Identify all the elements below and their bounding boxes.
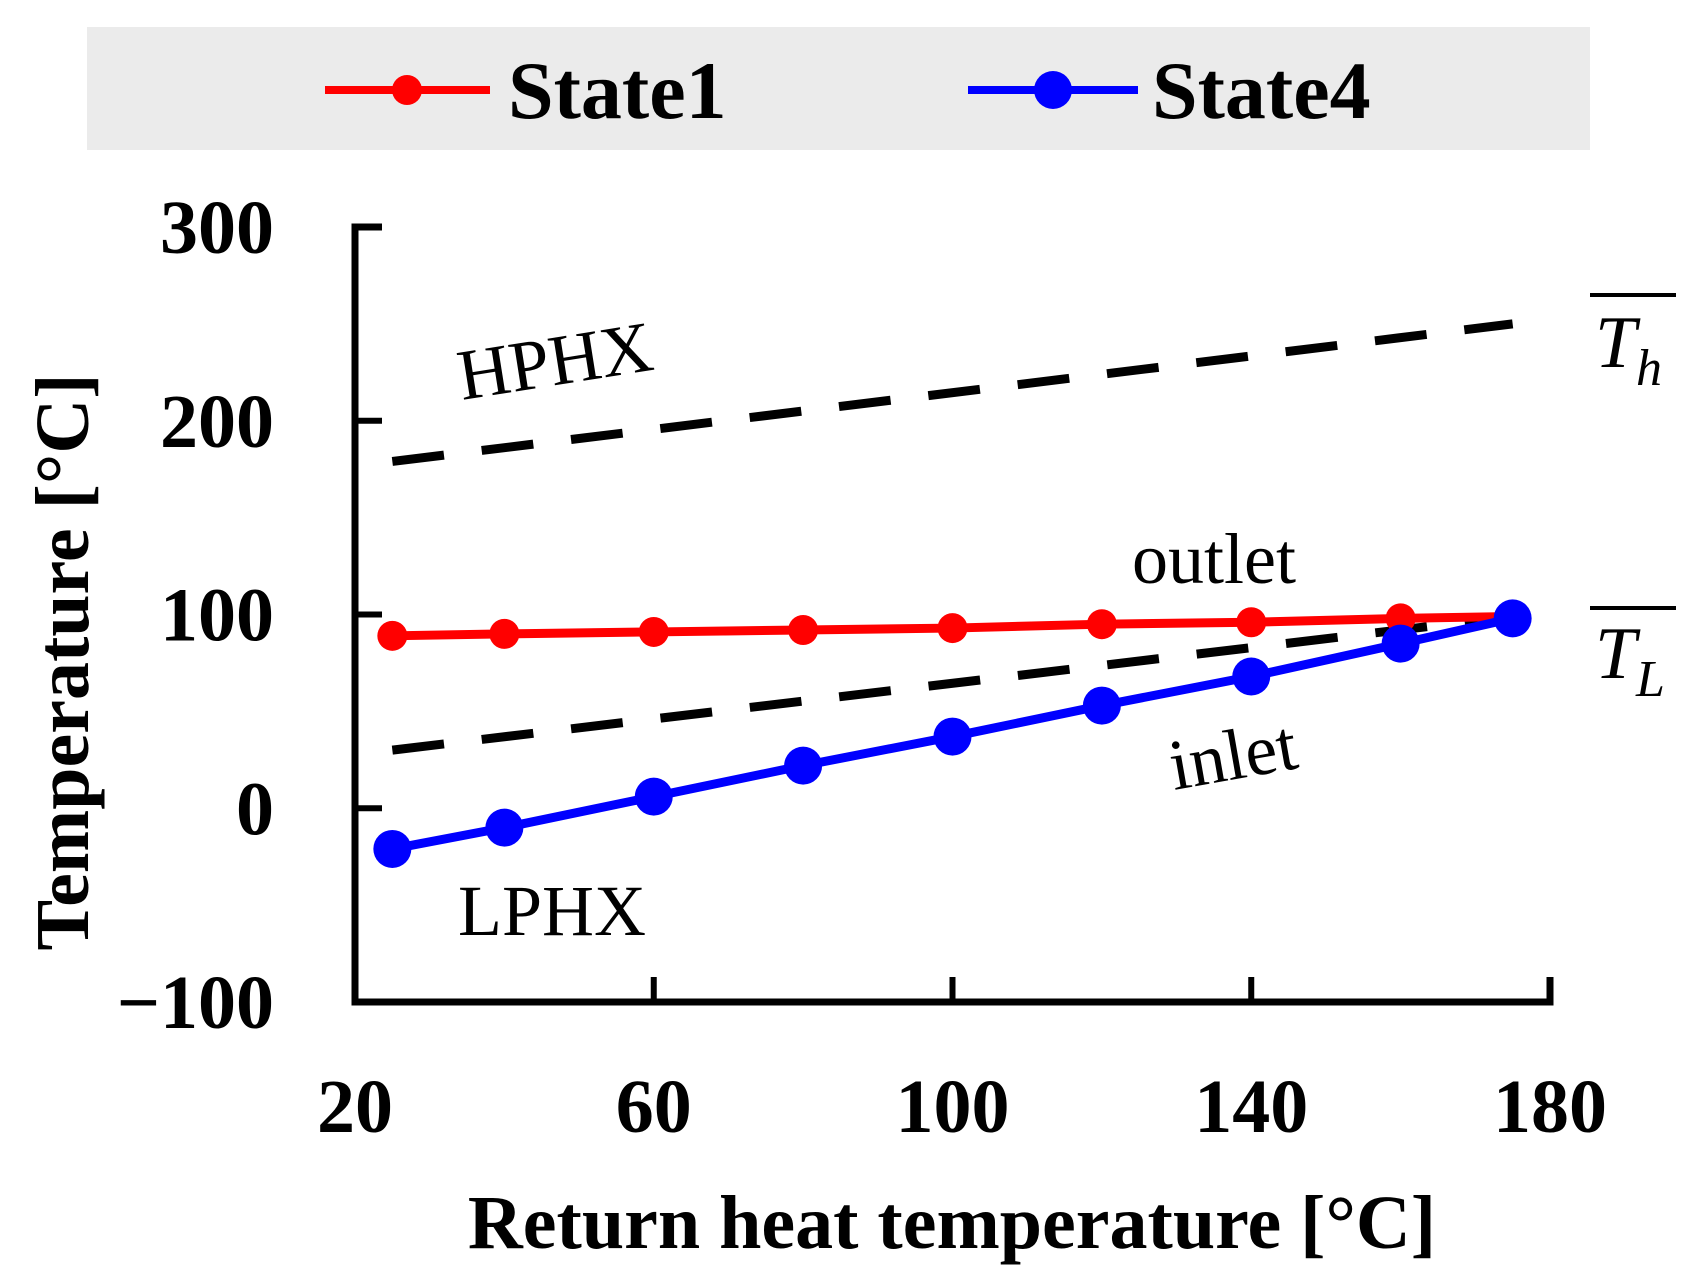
series-State4: [373, 599, 1532, 868]
y-axis-title: Temperature [°C]: [21, 373, 105, 950]
data-point-State4: [373, 829, 412, 868]
x-tick-label: 60: [616, 1065, 692, 1149]
data-point-State4: [485, 808, 524, 847]
axes: −100 0 100 200 300 20 60 100 140 180: [117, 186, 1607, 1149]
y-tick-label: −100: [117, 961, 274, 1045]
data-point-State1: [638, 616, 669, 647]
hphx-annotation: HPHX: [452, 306, 658, 416]
y-tick-label: 300: [160, 186, 274, 270]
legend: State1 State4: [87, 27, 1590, 150]
y-tick-label: 0: [236, 767, 274, 851]
data-point-State1: [788, 615, 819, 645]
th-bar-label: T h: [1590, 293, 1676, 397]
x-tick-label: 100: [896, 1065, 1010, 1149]
x-tick-label: 20: [317, 1065, 393, 1149]
x-ticks: [650, 977, 1255, 1002]
data-point-State4: [1232, 657, 1271, 696]
tl-symbol: T: [1595, 613, 1641, 695]
reference-line-TL_bar: [391, 611, 1514, 755]
data-point-State4: [933, 717, 972, 756]
y-tick-labels: −100 0 100 200 300: [117, 186, 274, 1045]
th-subscript: h: [1636, 340, 1662, 397]
reference-line-Th_bar: [391, 319, 1514, 466]
data-point-State1: [489, 618, 520, 649]
th-symbol: T: [1595, 302, 1641, 384]
axes-frame: [351, 223, 1554, 1006]
tl-subscript: L: [1635, 651, 1665, 708]
y-ticks: [355, 417, 382, 812]
x-tick-labels: 20 60 100 140 180: [317, 1065, 1607, 1149]
data-point-State4: [1493, 599, 1532, 638]
data-point-State1: [1086, 609, 1117, 640]
x-tick-label: 180: [1493, 1065, 1607, 1149]
series-layer: [373, 599, 1532, 868]
data-point-State4: [1082, 686, 1121, 725]
reference-lines: [391, 319, 1514, 755]
data-point-State4: [784, 746, 823, 785]
y-tick-label: 100: [160, 574, 274, 658]
inlet-annotation: inlet: [1163, 705, 1303, 806]
x-tick-label: 140: [1194, 1065, 1308, 1149]
legend-state1-label: State1: [508, 45, 727, 136]
x-axis-title: Return heat temperature [°C]: [468, 1181, 1436, 1265]
lphx-annotation: LPHX: [458, 871, 646, 951]
legend-state1-marker: [392, 75, 422, 105]
data-point-State1: [1236, 607, 1267, 638]
outlet-annotation: outlet: [1132, 519, 1296, 599]
legend-state4-marker: [1034, 71, 1072, 109]
series-State1: [377, 601, 1528, 651]
data-point-State1: [1385, 603, 1416, 634]
data-point-State1: [937, 613, 968, 644]
legend-state4-label: State4: [1152, 45, 1371, 136]
data-point-State4: [634, 777, 673, 816]
data-point-State4: [1381, 624, 1420, 663]
tl-bar-label: T L: [1590, 606, 1676, 708]
y-tick-label: 200: [160, 380, 274, 464]
data-point-State1: [377, 620, 408, 651]
